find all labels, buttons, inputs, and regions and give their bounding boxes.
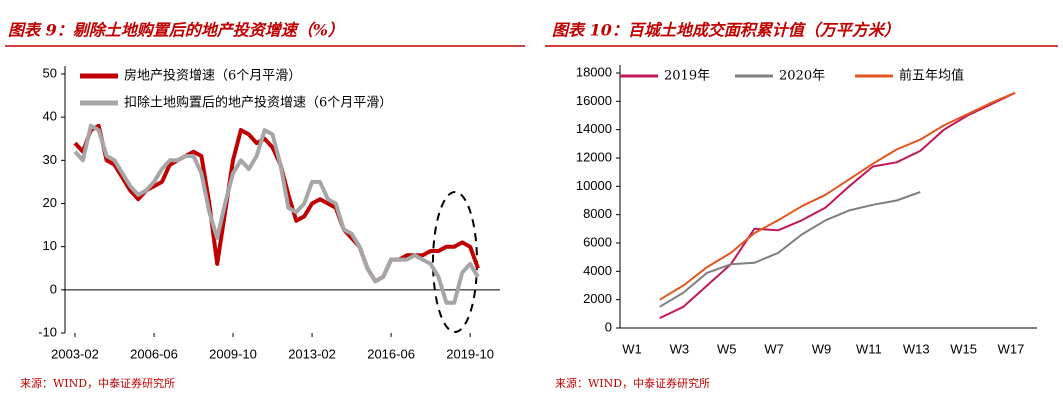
y-tick-label: 14000	[576, 121, 612, 136]
chart-title: 图表 9：剔除土地购置后的地产投资增速（%）	[8, 21, 344, 40]
y-tick-label: 4000	[583, 263, 612, 278]
y-tick-label: 12000	[576, 149, 612, 164]
chart-title: 图表 10：百城土地成交面积累计值（万平方米）	[552, 21, 900, 40]
x-tick-label: W11	[856, 341, 882, 356]
x-tick-label: W15	[950, 341, 977, 356]
y-tick-label: 30	[43, 152, 57, 167]
legend-label: 房地产投资增速（6个月平滑）	[124, 68, 301, 84]
y-tick-label: 2000	[583, 291, 612, 306]
y-tick-label: 6000	[583, 234, 612, 249]
legend-label: 2019年	[664, 69, 710, 84]
legend-label: 扣除土地购置后的地产投资增速（6个月平滑）	[124, 95, 392, 111]
legend-label: 前五年均值	[899, 68, 964, 84]
x-tick-label: W7	[764, 341, 784, 356]
x-tick-label: W17	[998, 341, 1025, 356]
y-tick-label: 0	[605, 319, 612, 334]
x-tick-label: 2003-02	[51, 346, 99, 361]
y-tick-label: 10	[43, 238, 57, 253]
x-tick-label: W3	[670, 341, 690, 356]
y-tick-label: 40	[43, 109, 57, 124]
x-tick-label: W5	[717, 341, 737, 356]
source: 来源：WIND，中泰证券研究所	[20, 376, 175, 390]
x-tick-label: 2013-02	[288, 346, 336, 361]
y-tick-label: 0	[50, 281, 57, 296]
y-tick-label: 10000	[576, 178, 612, 193]
series-line	[73, 123, 480, 305]
legend-label: 2020年	[779, 69, 825, 84]
x-tick-label: 2019-10	[446, 346, 494, 361]
y-tick-label: 16000	[576, 93, 612, 108]
y-tick-label: 8000	[583, 206, 612, 221]
x-tick-label: W13	[903, 341, 930, 356]
series-line	[659, 91, 1016, 320]
x-tick-label: 2016-06	[367, 346, 415, 361]
x-tick-label: 2009-10	[209, 346, 257, 361]
x-tick-label: W1	[622, 341, 642, 356]
source: 来源：WIND，中泰证券研究所	[555, 376, 710, 390]
series-line	[659, 91, 1016, 301]
series-line	[659, 191, 921, 308]
x-tick-label: 2006-06	[130, 346, 178, 361]
y-tick-label: 20	[43, 195, 57, 210]
y-tick-label: 18000	[576, 64, 612, 79]
y-tick-label: -10	[38, 324, 57, 339]
x-tick-label: W9	[812, 341, 832, 356]
y-tick-label: 50	[43, 65, 57, 80]
